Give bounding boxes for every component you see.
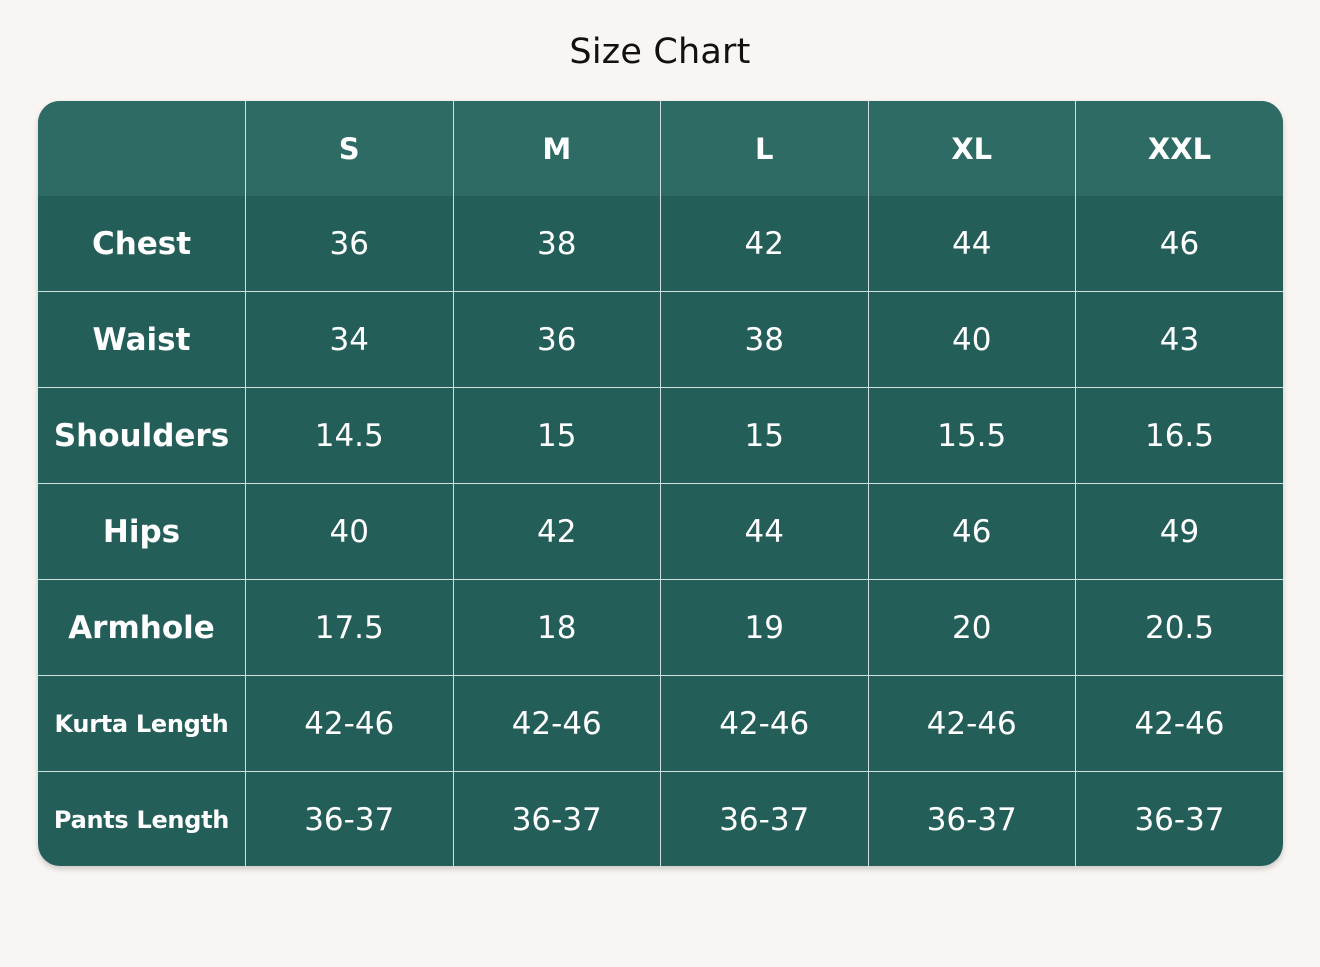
row-label-hips: Hips [38,483,246,580]
size-header-row: S M L XL XXL [38,101,1283,196]
table-row: Chest 36 38 42 44 46 [38,196,1283,292]
table-cell: 36-37 [1075,771,1283,866]
table-cell: 42-46 [245,675,454,772]
table-cell: 44 [660,483,869,580]
row-label-kurta-length: Kurta Length [38,675,246,772]
table-cell: 17.5 [245,579,454,676]
table-row: Hips 40 42 44 46 49 [38,483,1283,580]
table-row: Kurta Length 42-46 42-46 42-46 42-46 42-… [38,675,1283,772]
table-cell: 15 [660,387,869,484]
table-cell: 46 [1075,196,1283,292]
row-label-shoulders: Shoulders [38,387,246,484]
table-cell: 19 [660,579,869,676]
table-cell: 43 [1075,291,1283,388]
table-cell: 42-46 [452,675,661,772]
table-cell: 44 [867,196,1076,292]
table-cell: 40 [245,483,454,580]
size-header-xl: XL [867,101,1076,196]
table-cell: 38 [452,196,661,292]
row-label-pants-length: Pants Length [38,771,246,866]
table-cell: 15 [452,387,661,484]
row-label-waist: Waist [38,291,246,388]
table-cell: 42-46 [1075,675,1283,772]
table-cell: 42 [660,196,869,292]
table-cell: 16.5 [1075,387,1283,484]
table-cell: 36-37 [452,771,661,866]
table-cell: 38 [660,291,869,388]
table-cell: 36-37 [660,771,869,866]
table-cell: 15.5 [867,387,1076,484]
table-cell: 36 [452,291,661,388]
size-header-m: M [452,101,661,196]
table-cell: 20 [867,579,1076,676]
table-cell: 49 [1075,483,1283,580]
size-header-s: S [245,101,454,196]
size-chart-table: S M L XL XXL Chest 36 38 42 44 46 Waist … [38,101,1283,866]
table-cell: 42 [452,483,661,580]
table-row: Waist 34 36 38 40 43 [38,291,1283,388]
table-row: Shoulders 14.5 15 15 15.5 16.5 [38,387,1283,484]
table-cell: 40 [867,291,1076,388]
row-label-chest: Chest [38,196,246,292]
page-title: Size Chart [569,32,751,72]
table-cell: 36 [245,196,454,292]
size-header-xxl: XXL [1075,101,1283,196]
table-cell: 14.5 [245,387,454,484]
table-cell: 36-37 [867,771,1076,866]
table-cell: 42-46 [867,675,1076,772]
row-label-armhole: Armhole [38,579,246,676]
table-cell: 34 [245,291,454,388]
table-cell: 20.5 [1075,579,1283,676]
table-row: Armhole 17.5 18 19 20 20.5 [38,579,1283,676]
size-header-l: L [660,101,869,196]
table-row: Pants Length 36-37 36-37 36-37 36-37 36-… [38,771,1283,866]
size-table: S M L XL XXL Chest 36 38 42 44 46 Waist … [38,101,1283,866]
table-cell: 36-37 [245,771,454,866]
table-cell: 18 [452,579,661,676]
table-cell: 46 [867,483,1076,580]
table-cell: 42-46 [660,675,869,772]
corner-cell [38,101,246,196]
